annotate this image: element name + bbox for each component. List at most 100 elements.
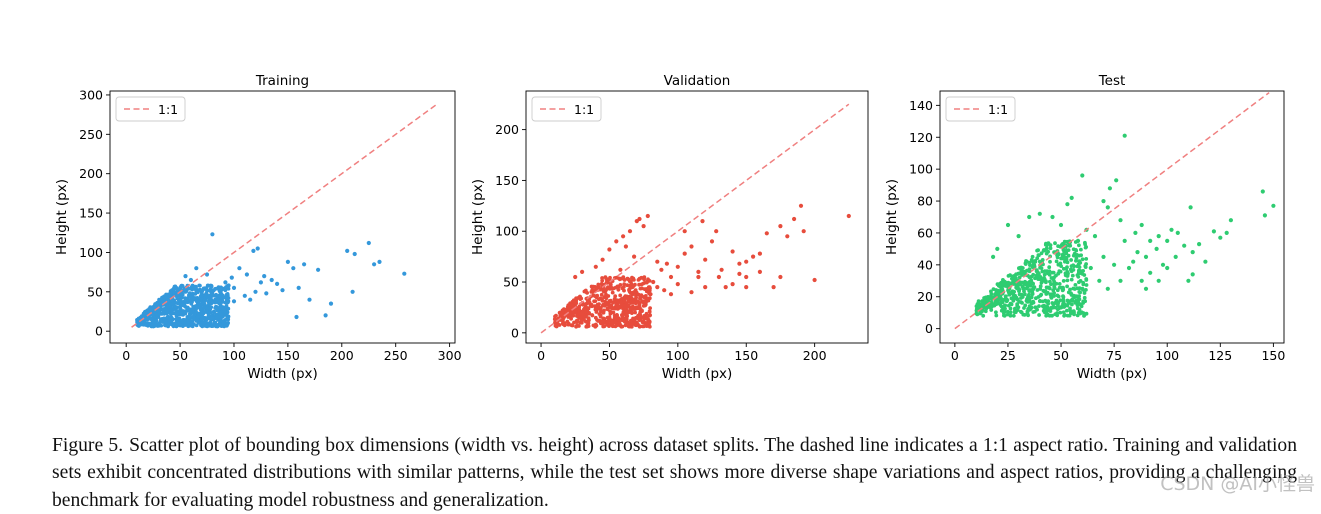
scatter-point	[248, 297, 253, 302]
scatter-point	[1025, 297, 1029, 301]
scatter-point	[1000, 286, 1004, 290]
scatter-point	[618, 267, 623, 272]
scatter-point	[211, 299, 216, 304]
scatter-point	[621, 234, 626, 239]
scatter-point	[216, 318, 220, 322]
scatter-point	[1139, 222, 1144, 228]
scatter-point	[150, 317, 155, 322]
scatter-point	[675, 264, 680, 269]
x-tick-label: 50	[1053, 348, 1069, 363]
scatter-point	[1078, 290, 1082, 295]
scatter-point	[744, 274, 749, 280]
scatter-point	[607, 315, 612, 319]
legend: 1:1	[115, 96, 186, 122]
scatter-points	[131, 103, 438, 329]
scatter-point	[600, 276, 604, 280]
scatter-point	[792, 216, 797, 222]
scatter-point	[1083, 299, 1087, 304]
chart-title: Validation	[664, 73, 731, 89]
scatter-point	[626, 321, 631, 325]
scatter-point	[598, 314, 603, 319]
scatter-point	[593, 264, 598, 269]
scatter-point	[646, 277, 650, 282]
scatter-point	[237, 266, 242, 271]
scatter-point	[643, 303, 647, 308]
scatter-point	[1057, 282, 1062, 286]
scatter-point	[1016, 234, 1021, 239]
scatter-point	[1190, 272, 1195, 277]
watermark: CSDN @AI小怪兽	[1160, 473, 1315, 495]
scatter-point	[623, 323, 628, 328]
y-tick-label: 200	[495, 122, 519, 137]
scatter-point	[136, 316, 141, 321]
scatter-point	[1002, 282, 1007, 287]
scatter-point	[1082, 291, 1087, 295]
scatter-point	[1038, 275, 1043, 279]
scatter-point	[1038, 299, 1042, 304]
scatter-point	[570, 303, 574, 308]
scatter-point	[628, 306, 633, 311]
scatter-point	[983, 306, 988, 310]
scatter-point	[302, 262, 307, 267]
scatter-point	[194, 266, 199, 271]
scatter-point	[1000, 298, 1004, 302]
scatter-point	[1063, 271, 1068, 276]
scatter-point	[1069, 311, 1074, 315]
scatter-point	[216, 323, 221, 328]
scatter-point	[1050, 270, 1055, 275]
x-tick-label: 100	[1155, 348, 1179, 363]
x-tick-label: 100	[666, 348, 690, 363]
scatter-point	[1077, 243, 1081, 248]
scatter-point	[993, 301, 998, 306]
scatter-point	[151, 322, 156, 327]
scatter-point	[1030, 254, 1035, 259]
scatter-point	[980, 299, 985, 304]
scatter-point	[629, 310, 634, 315]
scatter-point	[664, 261, 670, 266]
scatter-point	[1065, 298, 1070, 303]
scatter-point	[642, 277, 646, 282]
scatter-point	[1052, 294, 1056, 298]
scatter-point	[591, 293, 596, 298]
scatter-point	[586, 306, 591, 311]
scatter-point	[991, 254, 996, 259]
scatter-point	[634, 290, 639, 295]
scatter-point	[606, 319, 611, 324]
scatter-point	[586, 324, 591, 328]
scatter-point	[196, 311, 201, 316]
scatter-point	[1014, 272, 1018, 277]
scatter-point	[164, 305, 169, 309]
scatter-point	[1016, 305, 1021, 310]
scatter-point	[352, 251, 357, 257]
scatter-point	[1156, 278, 1161, 283]
scatter-point	[621, 285, 626, 289]
x-tick-label: 150	[1261, 348, 1285, 363]
scatter-point	[1003, 295, 1008, 299]
scatter-point	[682, 229, 687, 234]
scatter-point	[633, 322, 637, 326]
scatter-point	[1005, 312, 1010, 317]
scatter-point	[635, 299, 640, 304]
scatter-point	[637, 303, 642, 307]
scatter-point	[1069, 277, 1074, 282]
scatter-point	[1148, 238, 1153, 243]
scatter-point	[1026, 268, 1031, 273]
scatter-point	[757, 269, 763, 274]
scatter-point	[600, 257, 605, 262]
scatter-point	[1165, 238, 1170, 243]
scatter-point	[1011, 313, 1016, 318]
scatter-point	[1029, 274, 1034, 279]
scatter-point	[689, 290, 694, 295]
reference-line	[954, 91, 1270, 330]
scatter-point	[1082, 313, 1087, 317]
scatter-point	[223, 288, 228, 293]
scatter-point	[402, 271, 407, 276]
scatter-point	[1046, 249, 1050, 254]
scatter-point	[186, 315, 190, 319]
scatter-point	[1047, 265, 1052, 270]
scatter-point	[1073, 283, 1078, 287]
scatter-point	[1081, 282, 1086, 287]
scatter-point	[183, 311, 188, 316]
scatter-point	[1025, 311, 1030, 316]
scatter-point	[1092, 234, 1098, 239]
